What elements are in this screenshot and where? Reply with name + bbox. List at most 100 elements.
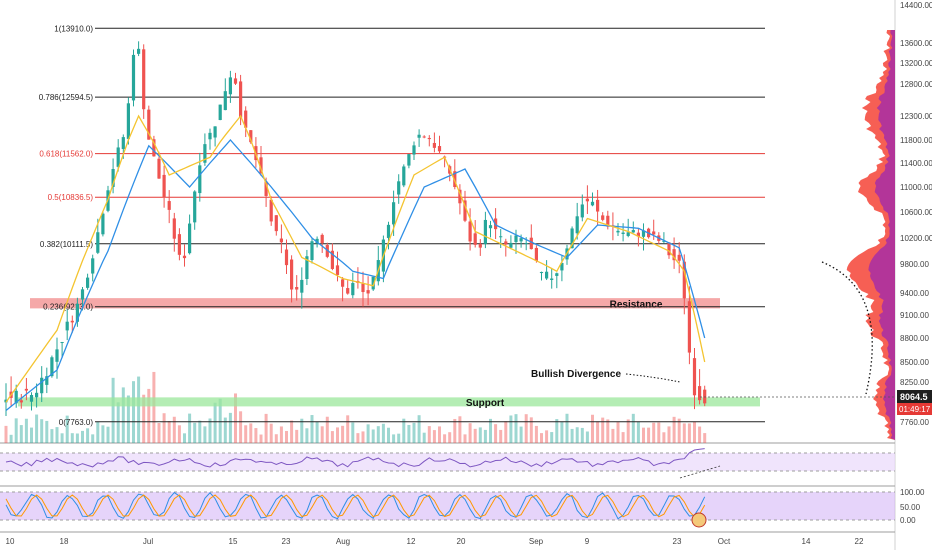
- candle-body: [539, 271, 544, 274]
- candle-body: [504, 241, 508, 245]
- candle-body: [483, 219, 487, 244]
- volume-bar: [290, 420, 294, 443]
- volume-bar: [75, 433, 79, 443]
- candle-body: [188, 223, 192, 254]
- candle-body: [19, 400, 23, 403]
- volume-bar: [468, 423, 472, 443]
- volume-bar: [438, 426, 441, 443]
- volume-bar: [534, 425, 538, 443]
- volume-bar: [4, 425, 8, 443]
- time-tick-label: Jul: [143, 537, 153, 546]
- volume-bar: [555, 419, 559, 443]
- price-tick-label: 10200.00: [900, 234, 932, 243]
- stoch-tick-label: 100.00: [900, 488, 925, 497]
- candle-body: [239, 81, 243, 118]
- volume-bar: [591, 414, 594, 443]
- volume-bar: [570, 428, 574, 443]
- volume-bar: [330, 431, 334, 443]
- candle-body: [157, 158, 161, 179]
- price-tick-label: 8250.00: [900, 378, 929, 387]
- rsi-line: [5, 448, 705, 468]
- fib-label: 1(13910.0): [54, 24, 93, 33]
- candle-body: [315, 238, 319, 244]
- candle-body: [208, 132, 212, 140]
- candle-body: [305, 256, 309, 279]
- candle-body: [177, 234, 181, 255]
- price-tick-label: 13200.00: [900, 59, 932, 68]
- volume-bars: [4, 371, 707, 443]
- fib-label: 0(7763.0): [59, 418, 94, 427]
- candle-body: [596, 199, 600, 212]
- volume-bar: [392, 434, 396, 443]
- candle-body: [437, 146, 442, 152]
- candle-body: [131, 54, 136, 101]
- zone-support: [18, 397, 760, 407]
- candle-body: [366, 290, 370, 294]
- time-tick-label: 23: [282, 537, 291, 546]
- annotations: Bullish Divergence: [531, 261, 895, 398]
- volume-bar: [9, 434, 13, 443]
- candle-body: [473, 233, 477, 245]
- candle-body: [534, 247, 538, 261]
- candle-body: [361, 283, 365, 293]
- candle-body: [70, 320, 74, 323]
- fib-levels: 1(13910.0) 0.786(12594.5) 0.618(11562.0) 0.…: [39, 24, 765, 427]
- candle-body: [667, 242, 671, 256]
- candle-body: [213, 126, 217, 138]
- candle-body: [24, 388, 28, 391]
- volume-bar: [514, 414, 518, 443]
- candle-body: [631, 230, 635, 233]
- time-tick-label: 20: [457, 537, 466, 546]
- candle-body: [575, 216, 579, 234]
- price-tick-label: 12800.00: [900, 80, 932, 89]
- volume-bar: [677, 418, 681, 443]
- volume-bar: [540, 433, 543, 443]
- candle-body: [412, 145, 416, 155]
- rsi-pane: [0, 448, 895, 479]
- price-tick-label: 12300.00: [900, 112, 932, 121]
- candle-body: [560, 262, 564, 271]
- zones: Resistance Support: [18, 298, 760, 409]
- volume-bar: [45, 420, 49, 443]
- volume-bar: [672, 416, 676, 443]
- volume-bar: [636, 421, 640, 443]
- volume-bar: [448, 432, 452, 443]
- candle-body: [147, 109, 151, 140]
- volume-bar: [305, 428, 309, 443]
- candle-body: [279, 238, 283, 243]
- volume-bar: [86, 428, 90, 443]
- candle-body: [274, 215, 278, 232]
- volume-bar: [147, 388, 151, 443]
- volume-profile: [846, 30, 895, 440]
- countdown-box: [897, 403, 932, 415]
- volume-bar: [198, 420, 202, 443]
- candle-body: [295, 287, 299, 290]
- volume-bar: [356, 433, 360, 443]
- candle-body: [555, 273, 559, 276]
- volume-bar: [550, 432, 554, 443]
- volume-bar: [295, 429, 299, 443]
- candle-body: [407, 154, 411, 166]
- fib-label: 0.5(10836.5): [48, 193, 94, 202]
- time-tick-label: 22: [855, 537, 864, 546]
- candle-body: [86, 277, 90, 288]
- volume-bar: [193, 422, 197, 443]
- volume-bar: [96, 421, 100, 443]
- volume-bar: [116, 402, 120, 443]
- volume-bar: [397, 433, 401, 443]
- candle-body: [50, 357, 54, 377]
- time-tick-label: Sep: [529, 537, 544, 546]
- volume-bar: [218, 398, 222, 443]
- volume-bar: [300, 418, 304, 443]
- volume-bar: [621, 432, 625, 443]
- candle-body: [142, 49, 146, 110]
- candles: [4, 41, 707, 416]
- candle-body: [4, 399, 8, 403]
- price-tick-label: 13600.00: [900, 39, 932, 48]
- volume-bar: [698, 426, 702, 443]
- candle-body: [126, 103, 130, 139]
- candle-body: [402, 166, 406, 186]
- candle-body: [468, 221, 472, 242]
- volume-bar: [244, 425, 248, 443]
